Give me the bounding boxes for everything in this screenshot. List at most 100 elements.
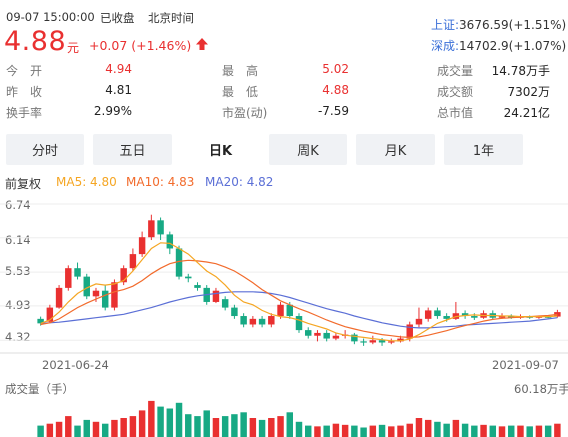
candle[interactable] [258, 318, 266, 325]
y-tick-label: 5.53 [5, 264, 31, 278]
candle[interactable] [369, 340, 377, 343]
index-sz-name: 深成: [431, 39, 460, 53]
candle[interactable] [231, 307, 238, 317]
ma5-line [40, 242, 558, 342]
candle[interactable] [101, 290, 109, 308]
stat-label: 成交额 [437, 85, 474, 99]
volume-bar [157, 406, 164, 437]
candle[interactable] [378, 340, 386, 343]
candle[interactable] [185, 276, 192, 279]
volume-bar [415, 418, 423, 437]
candle[interactable] [314, 332, 321, 336]
volume-bar [55, 421, 63, 437]
volume-bar [240, 412, 247, 437]
candle[interactable] [175, 248, 183, 277]
volume-bar [295, 421, 303, 437]
timezone-label: 北京时间 [148, 11, 194, 25]
candle[interactable] [55, 287, 63, 308]
candle[interactable] [65, 268, 72, 288]
stat-value: 4.81 [105, 83, 132, 97]
candle[interactable] [304, 330, 312, 336]
candle[interactable] [351, 334, 358, 342]
candle[interactable] [92, 290, 100, 297]
candle[interactable] [406, 324, 413, 339]
candle[interactable] [157, 220, 164, 235]
stat-label: 成交量 [437, 64, 474, 78]
volume-bar [203, 410, 210, 437]
stat-label: 最 高 [222, 64, 259, 78]
y-tick-label: 4.93 [5, 298, 31, 312]
candle[interactable] [443, 316, 450, 319]
tab-monthly-k[interactable]: 月K [356, 134, 435, 165]
volume-bar [129, 416, 137, 437]
volume-bar [434, 421, 441, 437]
candle[interactable] [424, 310, 432, 319]
volume-bar [314, 426, 321, 437]
candle[interactable] [111, 282, 118, 308]
volume-bar [74, 425, 81, 437]
candle[interactable] [74, 268, 81, 277]
volume-bar [194, 416, 201, 437]
tab-intraday[interactable]: 分时 [6, 134, 84, 165]
candle[interactable] [471, 316, 478, 318]
arrow-up-icon [196, 38, 208, 50]
volume-chart[interactable] [0, 396, 568, 437]
ma10-line [40, 259, 558, 339]
candle[interactable] [277, 304, 284, 317]
candle[interactable] [388, 341, 395, 343]
candle[interactable] [508, 316, 515, 318]
candle[interactable] [166, 234, 174, 249]
candle[interactable] [240, 316, 247, 325]
datetime: 09-07 15:00:00 [6, 10, 95, 24]
tab-daily-k[interactable]: 日K [181, 134, 260, 165]
volume-bar [101, 423, 109, 437]
candle[interactable] [129, 254, 137, 269]
tab-one-year[interactable]: 1年 [444, 134, 523, 165]
candle[interactable] [415, 318, 423, 325]
candle[interactable] [498, 316, 506, 318]
volume-bar [212, 418, 220, 437]
index-sz-value: 14702.9(+1.07%) [459, 39, 567, 53]
candle[interactable] [249, 318, 257, 325]
volume-bar [277, 416, 284, 437]
volume-bar [554, 423, 561, 437]
kline-chart[interactable] [0, 190, 568, 355]
stat-value: 4.94 [105, 62, 132, 76]
candle[interactable] [148, 220, 155, 238]
candle[interactable] [120, 268, 127, 283]
candle[interactable] [46, 307, 54, 322]
stat-value: 24.21亿 [503, 106, 550, 120]
tab-five-day[interactable]: 五日 [93, 134, 172, 165]
candle[interactable] [212, 290, 220, 302]
volume-bar [148, 400, 155, 437]
volume-bar [268, 418, 275, 437]
volume-bar [65, 416, 72, 437]
candle[interactable] [268, 316, 275, 325]
stat-value: 4.88 [322, 83, 349, 97]
volume-bar [83, 419, 90, 437]
stat-label: 今 开 [6, 64, 43, 78]
candle[interactable] [397, 338, 404, 342]
index-sz[interactable]: 深成:14702.9(+1.07%) [431, 37, 566, 54]
volume-bar [258, 419, 266, 437]
currency-unit: 元 [67, 41, 80, 55]
candle[interactable] [295, 316, 303, 331]
volume-bar [221, 416, 229, 437]
candle[interactable] [194, 285, 201, 288]
candle[interactable] [138, 237, 146, 255]
candle[interactable] [37, 318, 44, 324]
index-sh[interactable]: 上证:3676.59(+1.51%) [431, 16, 566, 33]
candle[interactable] [360, 341, 367, 343]
adjust-mode[interactable]: 前复权 [5, 177, 42, 191]
candle[interactable] [221, 299, 229, 308]
candle[interactable] [461, 313, 469, 317]
candle[interactable] [323, 332, 330, 339]
candle[interactable] [434, 310, 441, 317]
candle[interactable] [83, 276, 90, 297]
candle[interactable] [286, 304, 294, 317]
volume-max-label: 60.18万手 [514, 382, 568, 396]
stat-value: 7302万 [507, 85, 550, 99]
tab-weekly-k[interactable]: 周K [269, 134, 347, 165]
candle[interactable] [332, 335, 340, 339]
volume-bar [231, 414, 238, 437]
